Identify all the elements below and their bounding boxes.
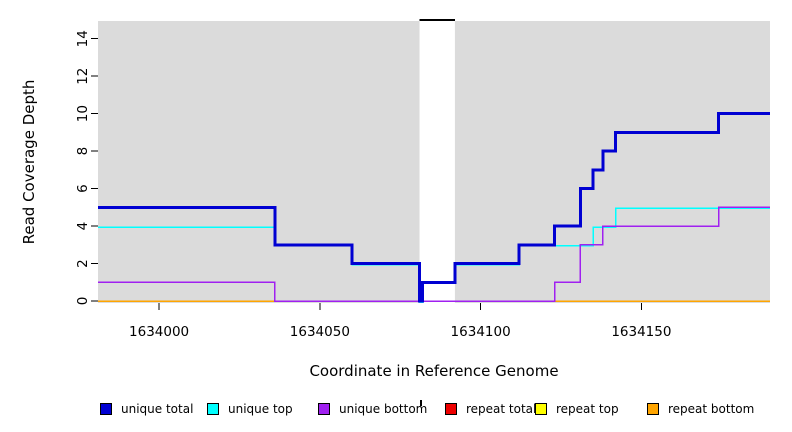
legend-item-unique-bottom: unique bottom: [318, 402, 427, 416]
stray-tick-mark: [420, 400, 422, 406]
x-tick-label: 1634000: [129, 324, 189, 340]
y-tick-label: 10: [75, 105, 91, 122]
y-axis-title: Read Coverage Depth: [20, 79, 38, 245]
legend-label-repeat-total: repeat total: [466, 402, 537, 416]
gap-band: [419, 21, 455, 303]
y-tick-label: 4: [75, 222, 91, 231]
y-tick-label: 0: [75, 297, 91, 306]
legend-item-unique-top: unique top: [207, 402, 293, 416]
legend-swatch-repeat-top: [535, 403, 547, 415]
legend-label-repeat-top: repeat top: [556, 402, 619, 416]
legend-item-repeat-bottom: repeat bottom: [647, 402, 754, 416]
y-tick-label: 6: [75, 184, 91, 193]
y-tick-label: 14: [75, 30, 91, 47]
y-tick-label: 12: [75, 68, 91, 85]
y-tick-label: 8: [75, 147, 91, 156]
x-tick-label: 1634100: [451, 324, 511, 340]
legend-swatch-repeat-total: [445, 403, 457, 415]
legend-label-unique-bottom: unique bottom: [339, 402, 428, 416]
legend-item-repeat-total: repeat total: [445, 402, 536, 416]
legend-label-unique-total: unique total: [121, 402, 194, 416]
x-tick-label: 1634150: [611, 324, 671, 340]
legend-swatch-unique-total: [100, 403, 112, 415]
legend-label-repeat-bottom: repeat bottom: [668, 402, 755, 416]
legend-item-unique-total: unique total: [100, 402, 193, 416]
series-line-unique-bottom: [98, 206, 770, 302]
x-axis-title: Coordinate in Reference Genome: [309, 362, 559, 380]
x-tick-label: 1634050: [290, 324, 350, 340]
legend-label-unique-top: unique top: [228, 402, 293, 416]
legend-swatch-unique-bottom: [318, 403, 330, 415]
y-tick-label: 2: [75, 259, 91, 268]
legend-swatch-repeat-bottom: [647, 403, 659, 415]
legend-item-repeat-top: repeat top: [535, 402, 619, 416]
legend-swatch-unique-top: [207, 403, 219, 415]
series-line-unique-total: [98, 112, 770, 303]
